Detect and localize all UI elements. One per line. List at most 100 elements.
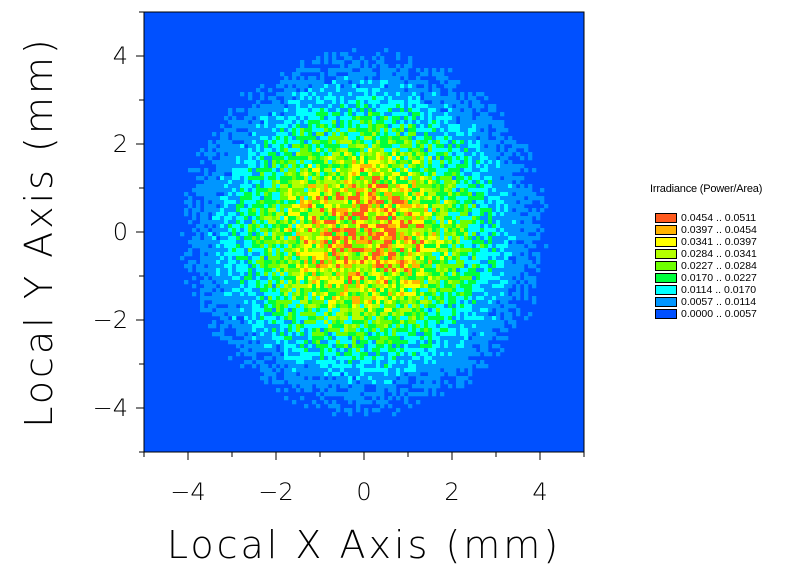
- heatmap-cell: [388, 304, 393, 309]
- heatmap-cell: [216, 172, 221, 177]
- heatmap-cell: [404, 248, 409, 253]
- heatmap-cell: [408, 64, 413, 69]
- heatmap-cell: [284, 220, 289, 225]
- heatmap-cell: [520, 204, 525, 209]
- heatmap-cell: [404, 304, 409, 309]
- heatmap-cell: [368, 316, 373, 321]
- heatmap-cell: [360, 140, 365, 145]
- heatmap-cell: [236, 292, 241, 297]
- heatmap-cell: [292, 244, 297, 249]
- heatmap-cell: [324, 232, 329, 237]
- heatmap-cell: [360, 228, 365, 233]
- heatmap-cell: [456, 140, 461, 145]
- heatmap-cell: [216, 260, 221, 265]
- heatmap-cell: [452, 308, 457, 313]
- heatmap-cell: [360, 88, 365, 93]
- heatmap-cell: [252, 272, 257, 277]
- heatmap-cell: [380, 72, 385, 77]
- heatmap-cell: [348, 216, 353, 221]
- heatmap-cell: [324, 324, 329, 329]
- heatmap-cell: [420, 248, 425, 253]
- heatmap-cell: [256, 216, 261, 221]
- heatmap-cell: [476, 204, 481, 209]
- heatmap-cell: [404, 292, 409, 297]
- heatmap-cell: [316, 128, 321, 133]
- heatmap-cell: [224, 268, 229, 273]
- heatmap-cell: [224, 228, 229, 233]
- heatmap-cell: [236, 256, 241, 261]
- heatmap-cell: [284, 164, 289, 169]
- heatmap-cell: [412, 304, 417, 309]
- heatmap-cell: [356, 300, 361, 305]
- heatmap-cell: [324, 108, 329, 113]
- heatmap-cell: [348, 156, 353, 161]
- heatmap-cell: [456, 332, 461, 337]
- heatmap-cell: [276, 84, 281, 89]
- heatmap-cell: [324, 272, 329, 277]
- heatmap-cell: [328, 204, 333, 209]
- heatmap-cell: [316, 276, 321, 281]
- heatmap-cell: [296, 244, 301, 249]
- heatmap-cell: [352, 248, 357, 253]
- heatmap-cell: [340, 156, 345, 161]
- heatmap-cell: [464, 128, 469, 133]
- heatmap-cell: [260, 248, 265, 253]
- heatmap-cell: [312, 144, 317, 149]
- heatmap-cell: [308, 260, 313, 265]
- heatmap-cell: [476, 188, 481, 193]
- heatmap-cell: [428, 212, 433, 217]
- heatmap-cell: [500, 300, 505, 305]
- heatmap-cell: [352, 164, 357, 169]
- heatmap-cell: [412, 208, 417, 213]
- heatmap-cell: [300, 120, 305, 125]
- heatmap-cell: [236, 272, 241, 277]
- heatmap-cell: [504, 236, 509, 241]
- heatmap-cell: [332, 152, 337, 157]
- heatmap-cell: [352, 140, 357, 145]
- heatmap-cell: [396, 216, 401, 221]
- heatmap-cell: [256, 264, 261, 269]
- heatmap-cell: [320, 268, 325, 273]
- heatmap-cell: [512, 144, 517, 149]
- heatmap-cell: [468, 108, 473, 113]
- heatmap-cell: [272, 176, 277, 181]
- heatmap-cell: [316, 220, 321, 225]
- heatmap-cell: [492, 176, 497, 181]
- heatmap-cell: [296, 224, 301, 229]
- heatmap-cell: [332, 264, 337, 269]
- heatmap-cell: [232, 316, 237, 321]
- heatmap-cell: [284, 144, 289, 149]
- heatmap-cell: [280, 256, 285, 261]
- heatmap-cell: [396, 200, 401, 205]
- heatmap-cell: [512, 264, 517, 269]
- heatmap-cell: [472, 160, 477, 165]
- heatmap-cell: [476, 200, 481, 205]
- heatmap-cell: [480, 324, 485, 329]
- heatmap-cell: [408, 152, 413, 157]
- heatmap-cell: [468, 292, 473, 297]
- heatmap-cell: [480, 164, 485, 169]
- heatmap-cell: [436, 268, 441, 273]
- heatmap-cell: [340, 256, 345, 261]
- heatmap-cell: [212, 204, 217, 209]
- heatmap-cell: [280, 132, 285, 137]
- heatmap-cell: [232, 128, 237, 133]
- heatmap-cell: [308, 252, 313, 257]
- heatmap-cell: [496, 284, 501, 289]
- heatmap-cell: [248, 200, 253, 205]
- heatmap-cell: [344, 284, 349, 289]
- heatmap-cell: [244, 264, 249, 269]
- heatmap-cell: [368, 180, 373, 185]
- heatmap-cell: [388, 240, 393, 245]
- heatmap-cell: [420, 108, 425, 113]
- heatmap-cell: [400, 144, 405, 149]
- heatmap-cell: [436, 140, 441, 145]
- heatmap-cell: [248, 236, 253, 241]
- heatmap-cell: [256, 308, 261, 313]
- heatmap-cell: [360, 76, 365, 81]
- heatmap-cell: [232, 300, 237, 305]
- heatmap-cell: [200, 160, 205, 165]
- heatmap-cell: [356, 208, 361, 213]
- heatmap-cell: [412, 268, 417, 273]
- heatmap-cell: [448, 236, 453, 241]
